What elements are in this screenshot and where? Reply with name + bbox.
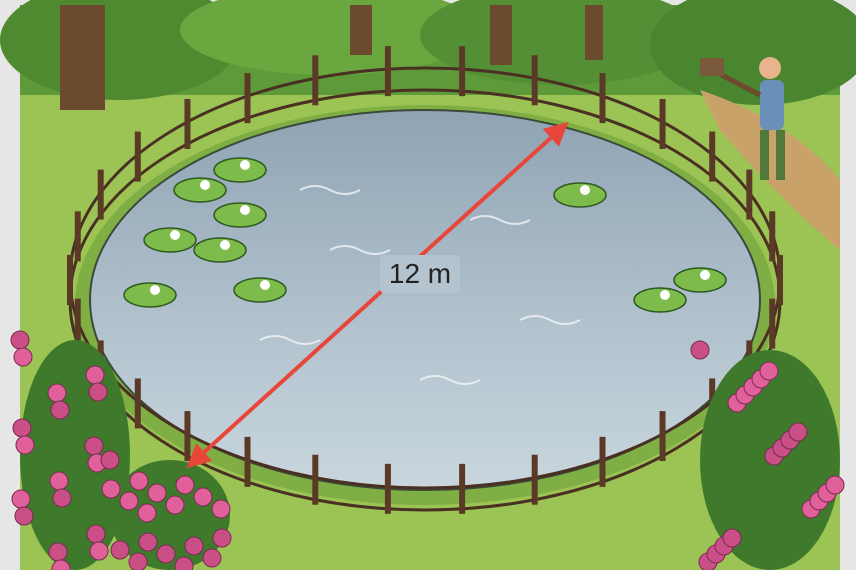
fence-post [385,46,391,96]
fence-post [245,437,251,487]
blossom [89,383,107,401]
lily-pad [554,183,606,207]
fence-post [532,55,538,105]
fence-post [312,455,318,505]
fence-post [459,46,465,96]
fence-post [459,464,465,514]
fence-post [135,378,141,428]
blossom [129,553,147,570]
fence-post [184,99,190,149]
fence-post [709,132,715,182]
lily-pad [124,283,176,307]
lily-flower [200,180,210,190]
blossom [85,437,103,455]
blossom [14,348,32,366]
fence-post [385,464,391,514]
illustration: 12 m [0,0,856,570]
blossom [16,436,34,454]
blossom [157,545,175,563]
lily-pad [214,203,266,227]
fence-post [184,411,190,461]
blossom [50,472,68,490]
blossom [148,484,166,502]
blossom [87,525,105,543]
fence-post [600,437,606,487]
blossom [12,490,30,508]
lily-flower [240,160,250,170]
blossom [130,472,148,490]
blossom [15,507,33,525]
fence-post [75,211,81,261]
lily-flower [170,230,180,240]
blossom [11,331,29,349]
lily-flower [660,290,670,300]
blossom [723,529,741,547]
blossom [49,543,67,561]
lily-flower [220,240,230,250]
blossom [120,492,138,510]
blossom [13,419,31,437]
lily-pad [234,278,286,302]
blossom [212,500,230,518]
fence-post [769,211,775,261]
fence-post [600,73,606,123]
blossom [86,366,104,384]
lily-pad [674,268,726,292]
blossom [213,529,231,547]
blossom [185,537,203,555]
blossom [101,451,119,469]
blossom [111,541,129,559]
lily-pad [194,238,246,262]
fence-post [777,255,783,305]
blossom [826,476,844,494]
lily-flower [580,185,590,195]
blossom [138,504,156,522]
blossom [139,533,157,551]
blossom [789,423,807,441]
fence-post [312,55,318,105]
diameter-label: 12 m [389,258,451,289]
lily-flower [260,280,270,290]
blossom [53,489,71,507]
fence-post [769,299,775,349]
blossom [760,362,778,380]
blossom [102,480,120,498]
fence-post [660,99,666,149]
lily-flower [700,270,710,280]
fence-post [660,411,666,461]
lily-flower [150,285,160,295]
lily-pad [634,288,686,312]
fence-post [135,132,141,182]
blossom [691,341,709,359]
blossom [175,557,193,570]
lily-pad [174,178,226,202]
lily-flower [240,205,250,215]
blossom [90,542,108,560]
fence-post [532,455,538,505]
page: 12 m (() => { const data = JSON.parse(do… [0,0,856,570]
blossom [176,476,194,494]
blossom [51,401,69,419]
fence-post [746,170,752,220]
fence-post [98,170,104,220]
blossom [166,496,184,514]
lily-pad [144,228,196,252]
blossom [203,549,221,567]
fence-post [245,73,251,123]
fence-post [67,255,73,305]
blossom [48,384,66,402]
blossom [194,488,212,506]
lily-pad [214,158,266,182]
